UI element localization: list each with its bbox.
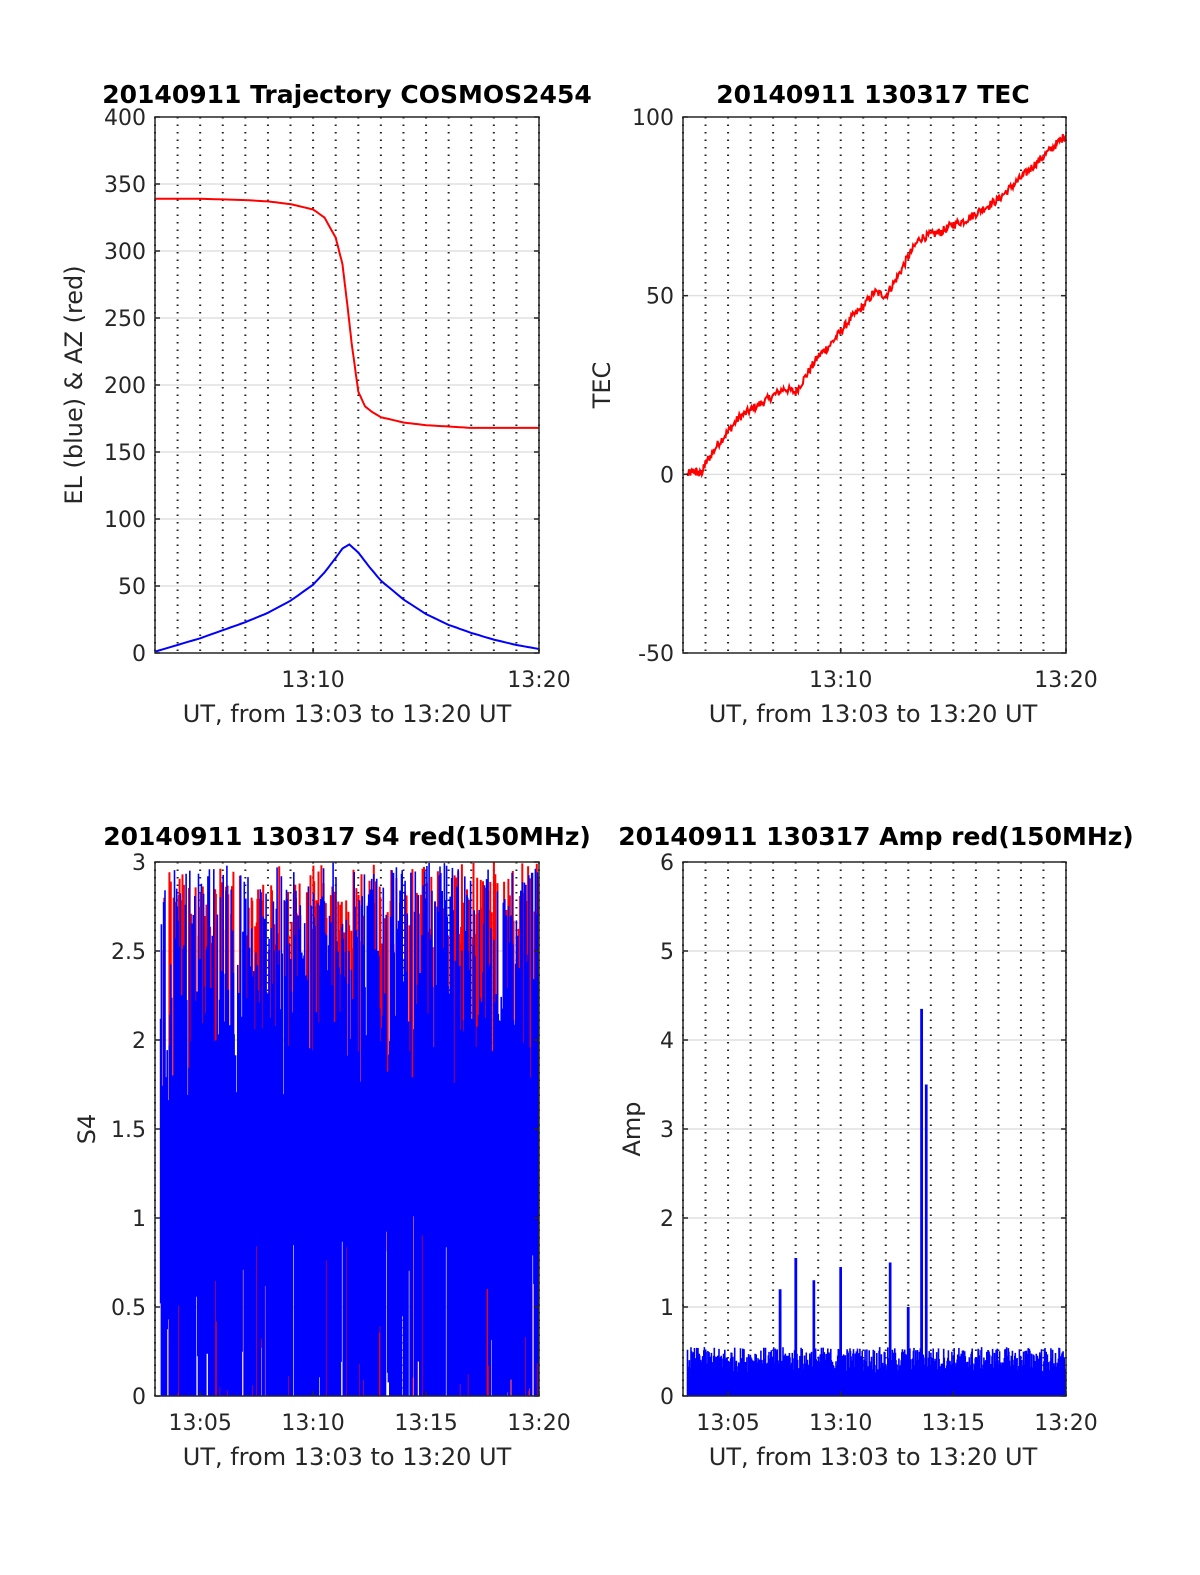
ytick-label: 100 — [104, 508, 146, 533]
ytick-label: 0.5 — [111, 1296, 146, 1321]
series-line-1-0 — [686, 133, 1067, 479]
ylabel-tec: TEC — [588, 362, 616, 410]
xtick-label: 13:15 — [394, 1411, 457, 1436]
ytick-label: 0 — [660, 1385, 674, 1410]
xtick-label: 13:10 — [809, 668, 872, 693]
ytick-label: 2 — [132, 1029, 146, 1054]
panel-trajectory: 20140911 Trajectory COSMOS2454 0 50 100 150… — [60, 80, 592, 728]
xtick-label: 13:05 — [168, 1411, 231, 1436]
ytick-label: 250 — [104, 307, 146, 332]
xtick-label: 13:20 — [1034, 1411, 1097, 1436]
xtick-label: 13:20 — [1034, 668, 1097, 693]
ticks-s4: 0 0.5 1 1.5 2 2.5 3 13:05 13:10 13:15 13:20 — [111, 851, 571, 1436]
ytick-label: -50 — [638, 642, 674, 667]
ytick-label: 100 — [632, 106, 674, 131]
ytick-label: 400 — [104, 106, 146, 131]
panel-title-trajectory: 20140911 Trajectory COSMOS2454 — [102, 80, 592, 109]
ytick-label: 1 — [132, 1207, 146, 1232]
series-line-0-0 — [155, 197, 539, 429]
ytick-label: 50 — [646, 285, 674, 310]
ytick-label: 4 — [660, 1029, 674, 1054]
grid-amp — [682, 862, 1067, 1396]
series-line-3-1 — [686, 1008, 1067, 1396]
ticks-amp: 0 1 2 3 4 5 6 13:05 13:10 13:15 13:20 — [660, 851, 1098, 1436]
ticks-tec: -50 0 50 100 13:10 13:20 — [632, 106, 1098, 693]
panel-title-s4: 20140911 130317 S4 red(150MHz) — [103, 822, 591, 851]
xlabel-amp: UT, from 13:03 to 13:20 UT — [709, 1443, 1038, 1471]
grid-trajectory — [154, 117, 540, 653]
xlabel-tec: UT, from 13:03 to 13:20 UT — [709, 700, 1038, 728]
ytick-label: 6 — [660, 851, 674, 876]
xtick-label: 13:05 — [696, 1411, 759, 1436]
ytick-label: 2.5 — [111, 940, 146, 965]
ytick-label: 200 — [104, 374, 146, 399]
ytick-label: 2 — [660, 1207, 674, 1232]
panel-s4: 20140911 130317 S4 red(150MHz) 0 0.5 1 1.5 2… — [73, 822, 591, 1471]
ytick-label: 50 — [118, 575, 146, 600]
xlabel-s4: UT, from 13:03 to 13:20 UT — [183, 1443, 512, 1471]
ylabel-trajectory: EL (blue) & AZ (red) — [60, 265, 88, 504]
ytick-label: 350 — [104, 173, 146, 198]
series-line-2-1 — [159, 862, 540, 1396]
ytick-label: 0 — [132, 642, 146, 667]
xtick-label: 13:10 — [281, 1411, 344, 1436]
series-s4 — [159, 862, 540, 1396]
series-tec — [686, 133, 1067, 479]
xtick-label: 13:10 — [281, 668, 344, 693]
series-line-0-1 — [154, 543, 540, 653]
grid-tec — [682, 117, 1067, 653]
panel-title-amp: 20140911 130317 Amp red(150MHz) — [618, 822, 1134, 851]
ticks-trajectory: 0 50 100 150 200 250 300 350 400 13:10 13:20 — [104, 106, 571, 693]
xtick-label: 13:10 — [809, 1411, 872, 1436]
panel-title-tec: 20140911 130317 TEC — [716, 80, 1029, 109]
series-trajectory — [154, 197, 540, 653]
series-amp — [686, 1008, 1067, 1396]
xtick-label: 13:20 — [507, 1411, 570, 1436]
ytick-label: 0 — [660, 463, 674, 488]
ytick-label: 1 — [660, 1296, 674, 1321]
ytick-label: 1.5 — [111, 1118, 146, 1143]
axes-box-tec — [682, 116, 1067, 654]
ytick-label: 3 — [132, 851, 146, 876]
xtick-label: 13:20 — [507, 668, 570, 693]
ylabel-s4: S4 — [73, 1114, 101, 1145]
ytick-label: 0 — [132, 1385, 146, 1410]
xlabel-trajectory: UT, from 13:03 to 13:20 UT — [183, 700, 512, 728]
ytick-label: 3 — [660, 1118, 674, 1143]
ylabel-amp: Amp — [618, 1101, 646, 1156]
panel-amp: 20140911 130317 Amp red(150MHz) 0 1 2 3 4 5 6 1… — [618, 822, 1134, 1471]
ytick-label: 300 — [104, 240, 146, 265]
ytick-label: 5 — [660, 940, 674, 965]
xtick-label: 13:15 — [922, 1411, 985, 1436]
ytick-label: 150 — [104, 441, 146, 466]
